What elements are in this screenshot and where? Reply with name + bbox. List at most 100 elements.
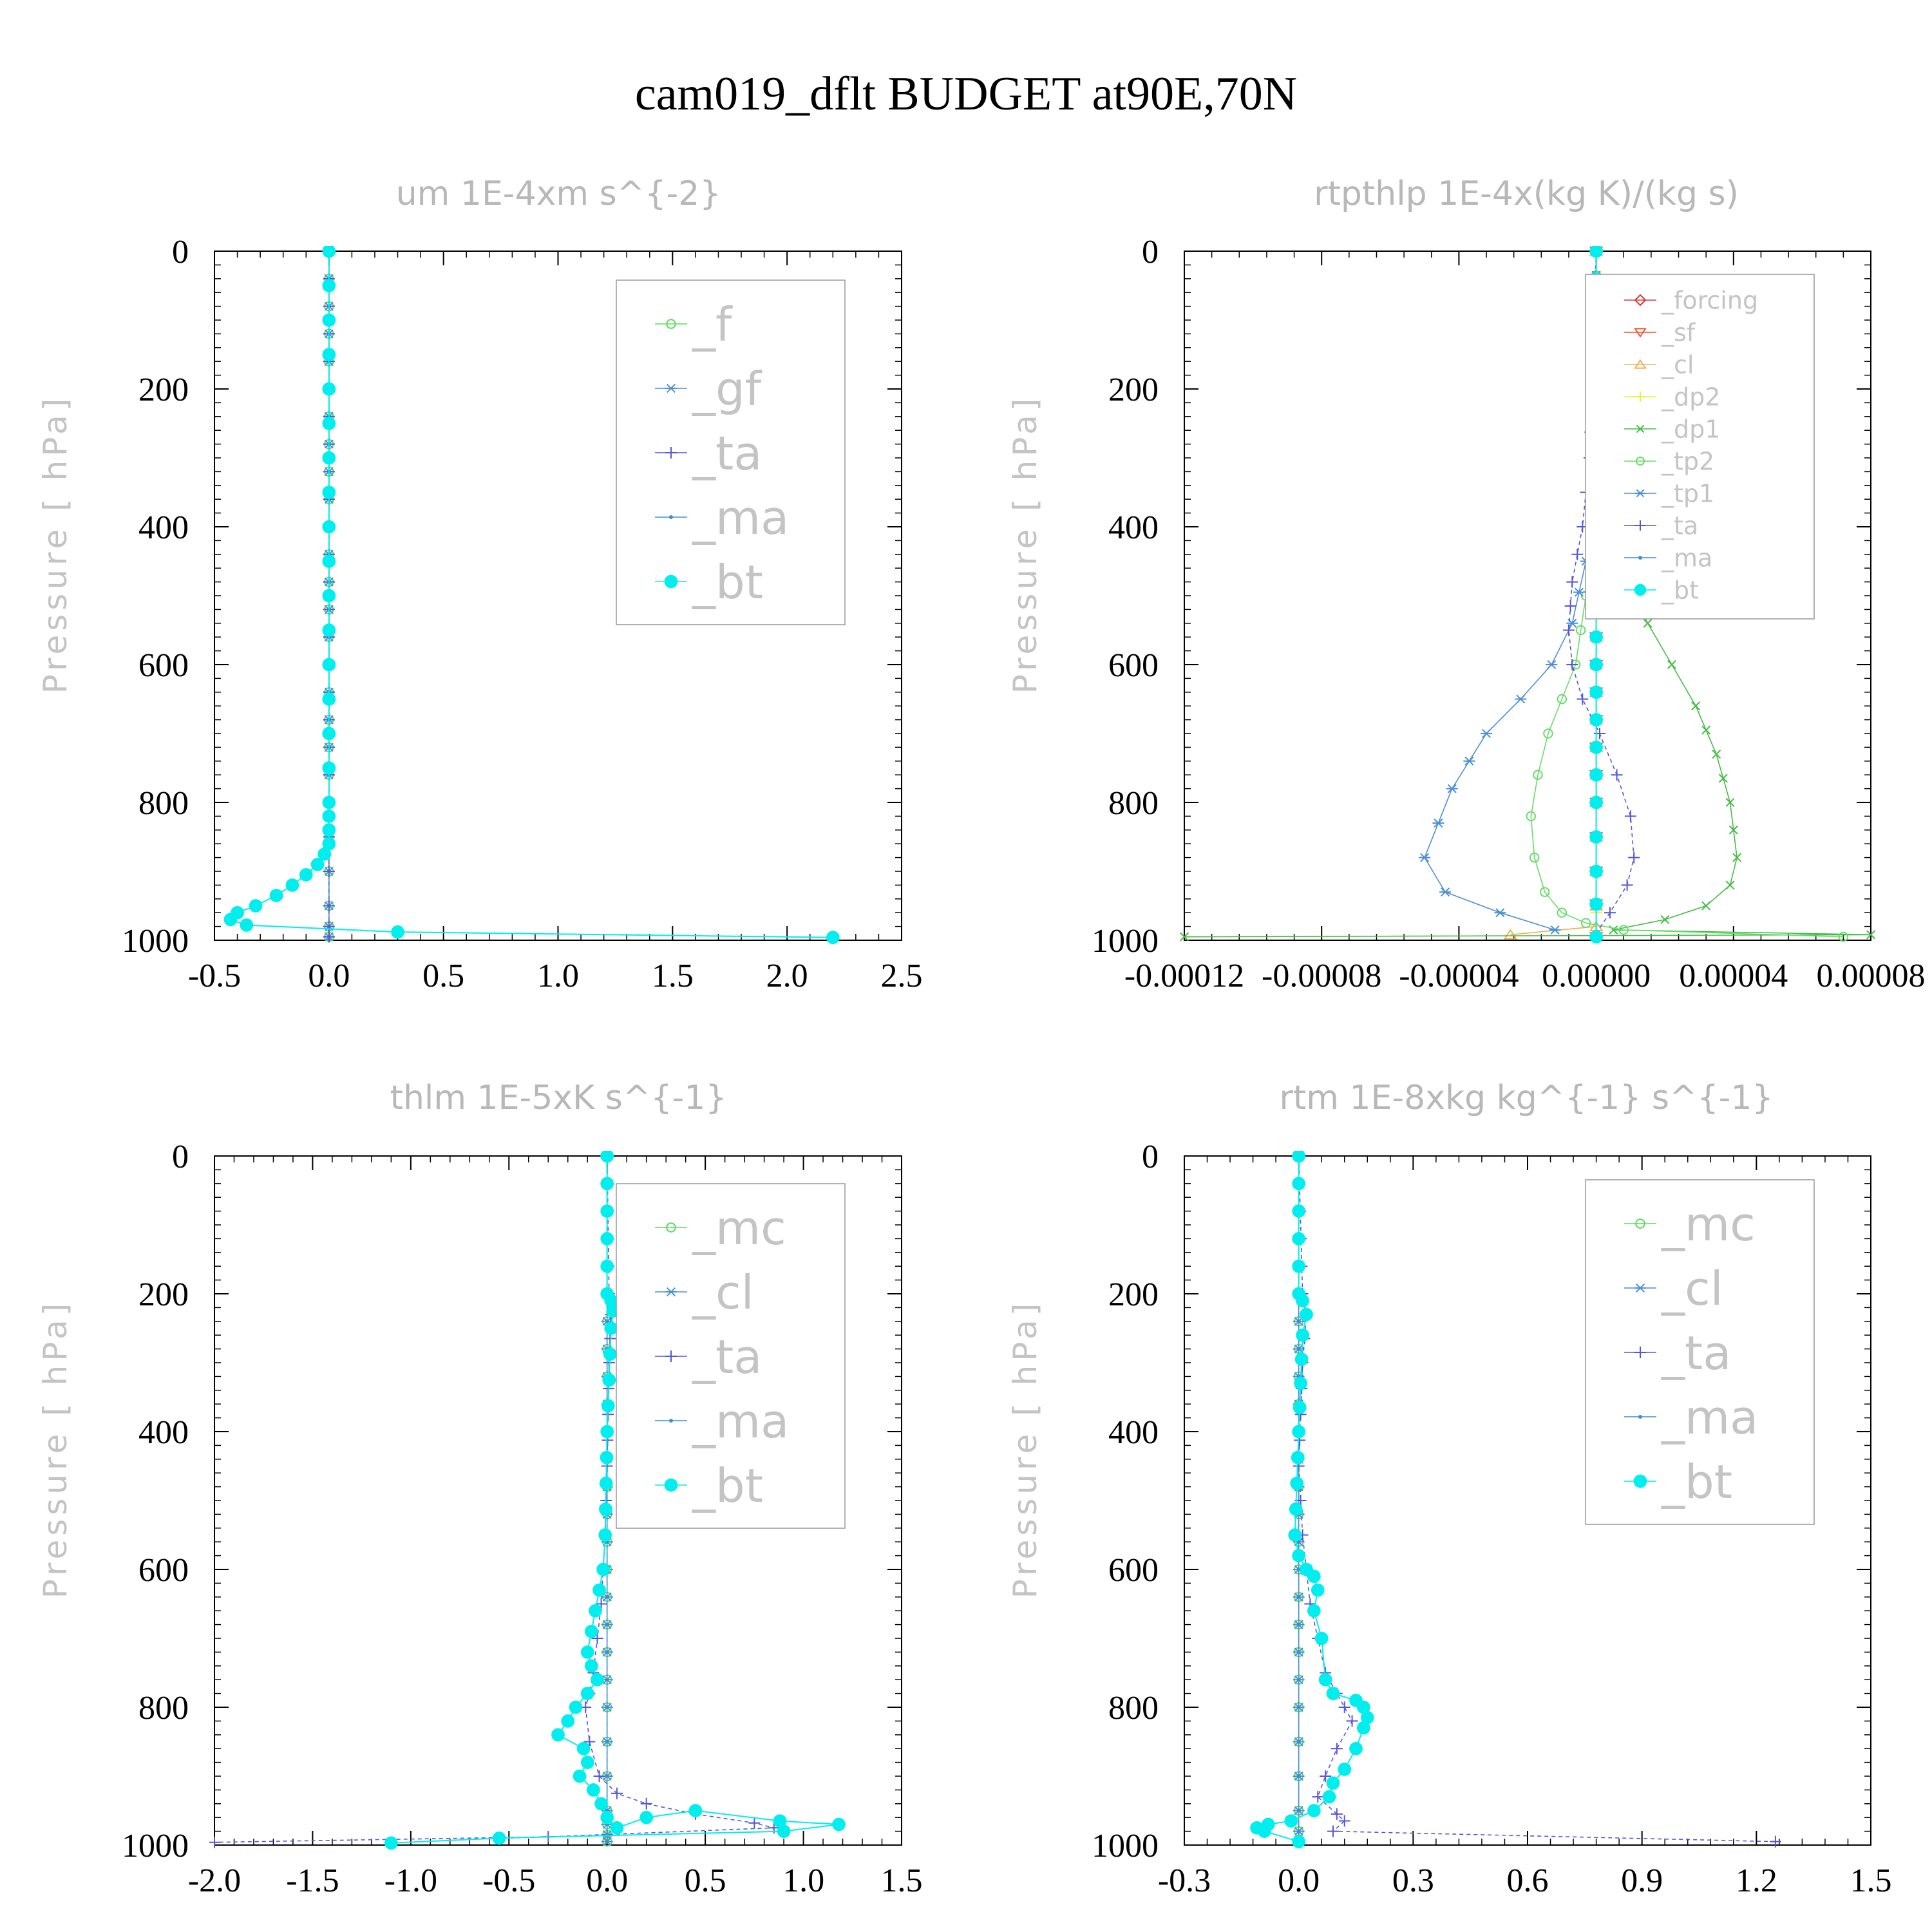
legend-label-bt: _bt — [1661, 576, 1699, 605]
data-point-ta — [1611, 769, 1623, 781]
legend-marker-mc-shape — [1635, 1218, 1645, 1229]
legend-marker-bt-shape — [1633, 1474, 1647, 1488]
x-tick-label: 0.00000 — [1542, 958, 1651, 994]
series-line-ta — [1298, 1155, 1776, 1842]
data-point-bt — [600, 1425, 614, 1439]
data-point-bt — [1360, 1710, 1374, 1725]
x-tick-label: 1.5 — [652, 958, 694, 994]
data-point-bt — [1296, 1294, 1309, 1308]
data-point-dp1-shape — [1643, 618, 1653, 628]
x-tick-label: -1.0 — [384, 1862, 437, 1899]
y-tick-label: 1000 — [1092, 1828, 1159, 1864]
data-point-bt — [826, 931, 840, 945]
data-point-bt — [596, 1562, 610, 1577]
data-point-tp2 — [1557, 907, 1567, 918]
data-point-bt — [1589, 897, 1603, 911]
data-point-ta — [1624, 810, 1636, 822]
data-point-bt-shape — [1300, 1307, 1313, 1321]
y-tick-label: 400 — [1108, 1414, 1159, 1451]
data-point-bt-shape — [589, 1604, 602, 1618]
data-point-bt — [587, 1783, 600, 1797]
data-point-bt — [832, 1817, 846, 1832]
series-line-bt — [391, 1156, 839, 1844]
data-point-bt-shape — [322, 761, 336, 775]
y-tick-label: 200 — [1108, 372, 1159, 408]
data-point-bt-shape — [1589, 864, 1603, 878]
legend-marker-gf — [665, 383, 677, 393]
legend-box — [1585, 1179, 1815, 1525]
legend-label-dp1: _dp1 — [1661, 415, 1720, 444]
legend-marker-sf — [1634, 328, 1647, 338]
data-point-bt-shape — [322, 837, 336, 851]
data-point-bt-shape — [599, 1476, 613, 1490]
data-point-bt-shape — [599, 1502, 612, 1516]
data-point-bt-shape — [322, 692, 336, 706]
y-tick-label: 400 — [138, 1414, 189, 1451]
data-point-ma — [1296, 1774, 1301, 1778]
y-tick-label: 1000 — [122, 923, 189, 960]
data-point-ma-shape — [1296, 1678, 1301, 1682]
data-point-bt — [1589, 795, 1603, 810]
data-point-bt-shape — [299, 868, 313, 882]
legend-marker-dp2 — [1635, 392, 1645, 402]
legend-marker-cl-shape — [665, 1287, 677, 1297]
data-point-bt-shape — [1589, 713, 1603, 726]
data-point-bt — [1291, 1450, 1305, 1464]
legend-marker-ma-shape — [669, 1419, 673, 1423]
data-point-dp1 — [1179, 932, 1189, 942]
data-point-tp2-shape — [1580, 918, 1591, 928]
x-tick-label: 1.0 — [782, 1862, 824, 1899]
data-point-bt-shape — [1338, 1762, 1352, 1776]
data-point-bt — [1292, 1835, 1306, 1848]
legend-marker-ma-shape — [669, 515, 673, 519]
data-point-bt-shape — [1356, 1700, 1370, 1714]
x-tick-label: 0.0 — [1278, 1862, 1320, 1899]
data-point-bt — [1293, 1401, 1307, 1414]
x-tick-label: 0.0 — [308, 958, 350, 994]
data-point-bt — [1356, 1700, 1370, 1714]
legend-marker-sf-shape — [1634, 328, 1647, 338]
data-point-tp2 — [1533, 770, 1543, 780]
legend-box — [1585, 274, 1815, 620]
data-point-bt — [1288, 1528, 1302, 1542]
series-line-tp1 — [1424, 251, 1597, 931]
data-point-bt-shape — [596, 1562, 610, 1577]
data-point-ta — [1331, 1808, 1343, 1820]
figure-title: cam019_dflt BUDGET at90E,70N — [635, 68, 1297, 120]
data-point-bt-shape — [832, 1817, 846, 1832]
data-point-bt-shape — [1290, 1476, 1304, 1490]
legend-marker-tp1-shape — [1635, 489, 1645, 498]
data-point-bt-shape — [322, 382, 336, 396]
data-point-ta — [1338, 1701, 1350, 1713]
legend-marker-cl — [665, 1287, 677, 1297]
data-point-dp1 — [1732, 853, 1742, 862]
data-point-ta — [1604, 907, 1616, 919]
legend-label-ma: _ma — [692, 491, 789, 545]
data-point-ta-shape — [1571, 548, 1584, 560]
data-point-ta — [1562, 624, 1575, 636]
data-point-tp2 — [1580, 918, 1591, 928]
series-line-bt — [1255, 1156, 1368, 1842]
data-point-bt — [1311, 1583, 1325, 1597]
data-point-tp1-shape — [1573, 587, 1585, 597]
data-point-bt-shape — [604, 1294, 618, 1308]
data-point-ma — [1296, 1808, 1301, 1813]
legend-marker-cl-shape — [1634, 359, 1647, 369]
data-point-bt-shape — [322, 726, 336, 741]
legend-marker-f-shape — [666, 319, 676, 329]
data-point-bt-shape — [551, 1728, 565, 1742]
data-point-bt — [1292, 1151, 1306, 1163]
data-point-bt-shape — [1294, 1376, 1307, 1390]
data-point-bt — [601, 1399, 615, 1413]
data-point-ta-shape — [1621, 879, 1633, 891]
data-point-bt-shape — [1288, 1528, 1302, 1542]
data-point-ta — [1346, 1715, 1358, 1727]
data-point-bt-shape — [322, 810, 336, 823]
y-axis-label: Pressure [ hPa] — [37, 395, 74, 694]
data-point-ta-shape — [1611, 769, 1623, 781]
data-point-bt-shape — [1589, 768, 1603, 782]
legend-marker-bt — [664, 574, 678, 589]
x-tick-label: -2.0 — [188, 1862, 241, 1899]
